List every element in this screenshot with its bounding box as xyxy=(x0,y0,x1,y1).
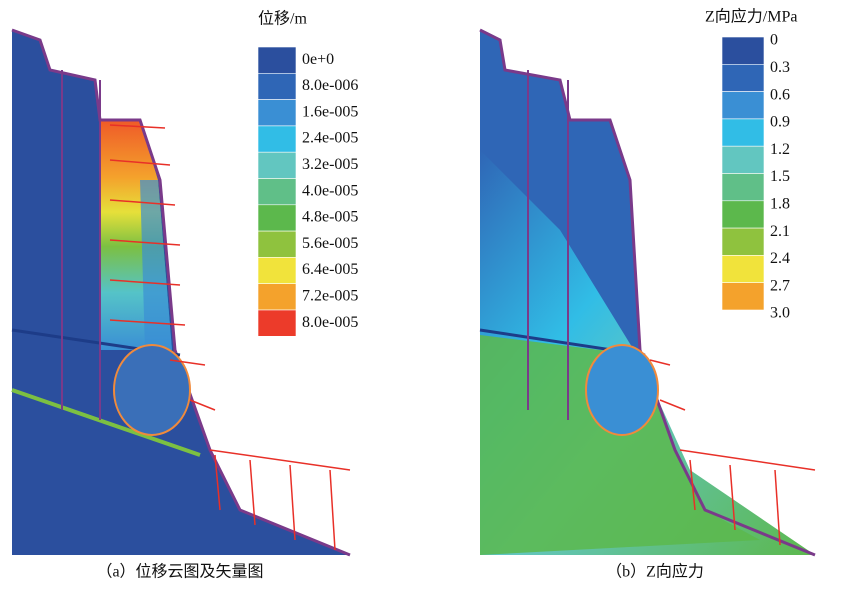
legend-swatch xyxy=(258,47,296,73)
legend-label: 2.4 xyxy=(770,250,790,267)
legend-label: 4.0e-005 xyxy=(302,182,358,199)
legend-swatch xyxy=(258,179,296,205)
legend-swatch xyxy=(722,228,764,255)
legend-swatch xyxy=(258,257,296,283)
figure: 位移/m 0e+0 8.0e-006 1.6e-005 2.4e-005 3.2e-005… xyxy=(0,0,841,584)
legend-label: 3.2e-005 xyxy=(302,156,358,173)
legend-swatch xyxy=(722,92,764,119)
legend-label: 0.6 xyxy=(770,86,790,103)
legend-title: 位移/m xyxy=(258,10,307,28)
legend-label: 1.5 xyxy=(770,168,790,185)
legend-title: Z向应力/MPa xyxy=(705,7,797,26)
legend-swatch xyxy=(722,174,764,201)
legend-swatch xyxy=(258,152,296,178)
legend-swatch xyxy=(258,73,296,99)
legend-label: 2.4e-005 xyxy=(302,130,358,147)
legend-label: 1.8 xyxy=(770,195,790,212)
legend-swatch xyxy=(722,201,764,228)
legend-label: 0.9 xyxy=(770,114,790,131)
legend-label: 6.4e-005 xyxy=(302,261,358,278)
legend-swatch xyxy=(722,255,764,282)
legend-swatch xyxy=(258,284,296,310)
caption: （a）位移云图及矢量图 xyxy=(96,563,263,581)
legend-swatch xyxy=(258,126,296,152)
legend-swatch xyxy=(258,310,296,336)
legend-label: 8.0e-006 xyxy=(302,77,358,94)
panel-a-model xyxy=(12,30,350,555)
panel-b-model xyxy=(480,30,815,555)
legend-label: 1.6e-005 xyxy=(302,103,358,120)
legend-label: 1.2 xyxy=(770,141,790,158)
legend-label: 7.2e-005 xyxy=(302,288,358,305)
legend-swatch xyxy=(258,231,296,257)
legend-label: 2.1 xyxy=(770,223,790,240)
legend-label: 4.8e-005 xyxy=(302,209,358,226)
legend-swatch xyxy=(258,205,296,231)
caption: （b）Z向应力 xyxy=(606,562,704,581)
legend-label: 3.0 xyxy=(770,305,790,322)
legend-label: 2.7 xyxy=(770,277,790,294)
legend-swatch xyxy=(722,283,764,310)
legend-swatch xyxy=(722,37,764,64)
legend-swatch xyxy=(258,100,296,126)
legend-swatch xyxy=(722,64,764,91)
legend-label: 8.0e-005 xyxy=(302,314,358,331)
legend-swatch xyxy=(722,146,764,173)
legend-swatch xyxy=(722,119,764,146)
legend-label: 0 xyxy=(770,32,778,49)
legend-label: 0.3 xyxy=(770,59,790,76)
legend-label: 0e+0 xyxy=(302,51,334,68)
legend-label: 5.6e-005 xyxy=(302,235,358,252)
